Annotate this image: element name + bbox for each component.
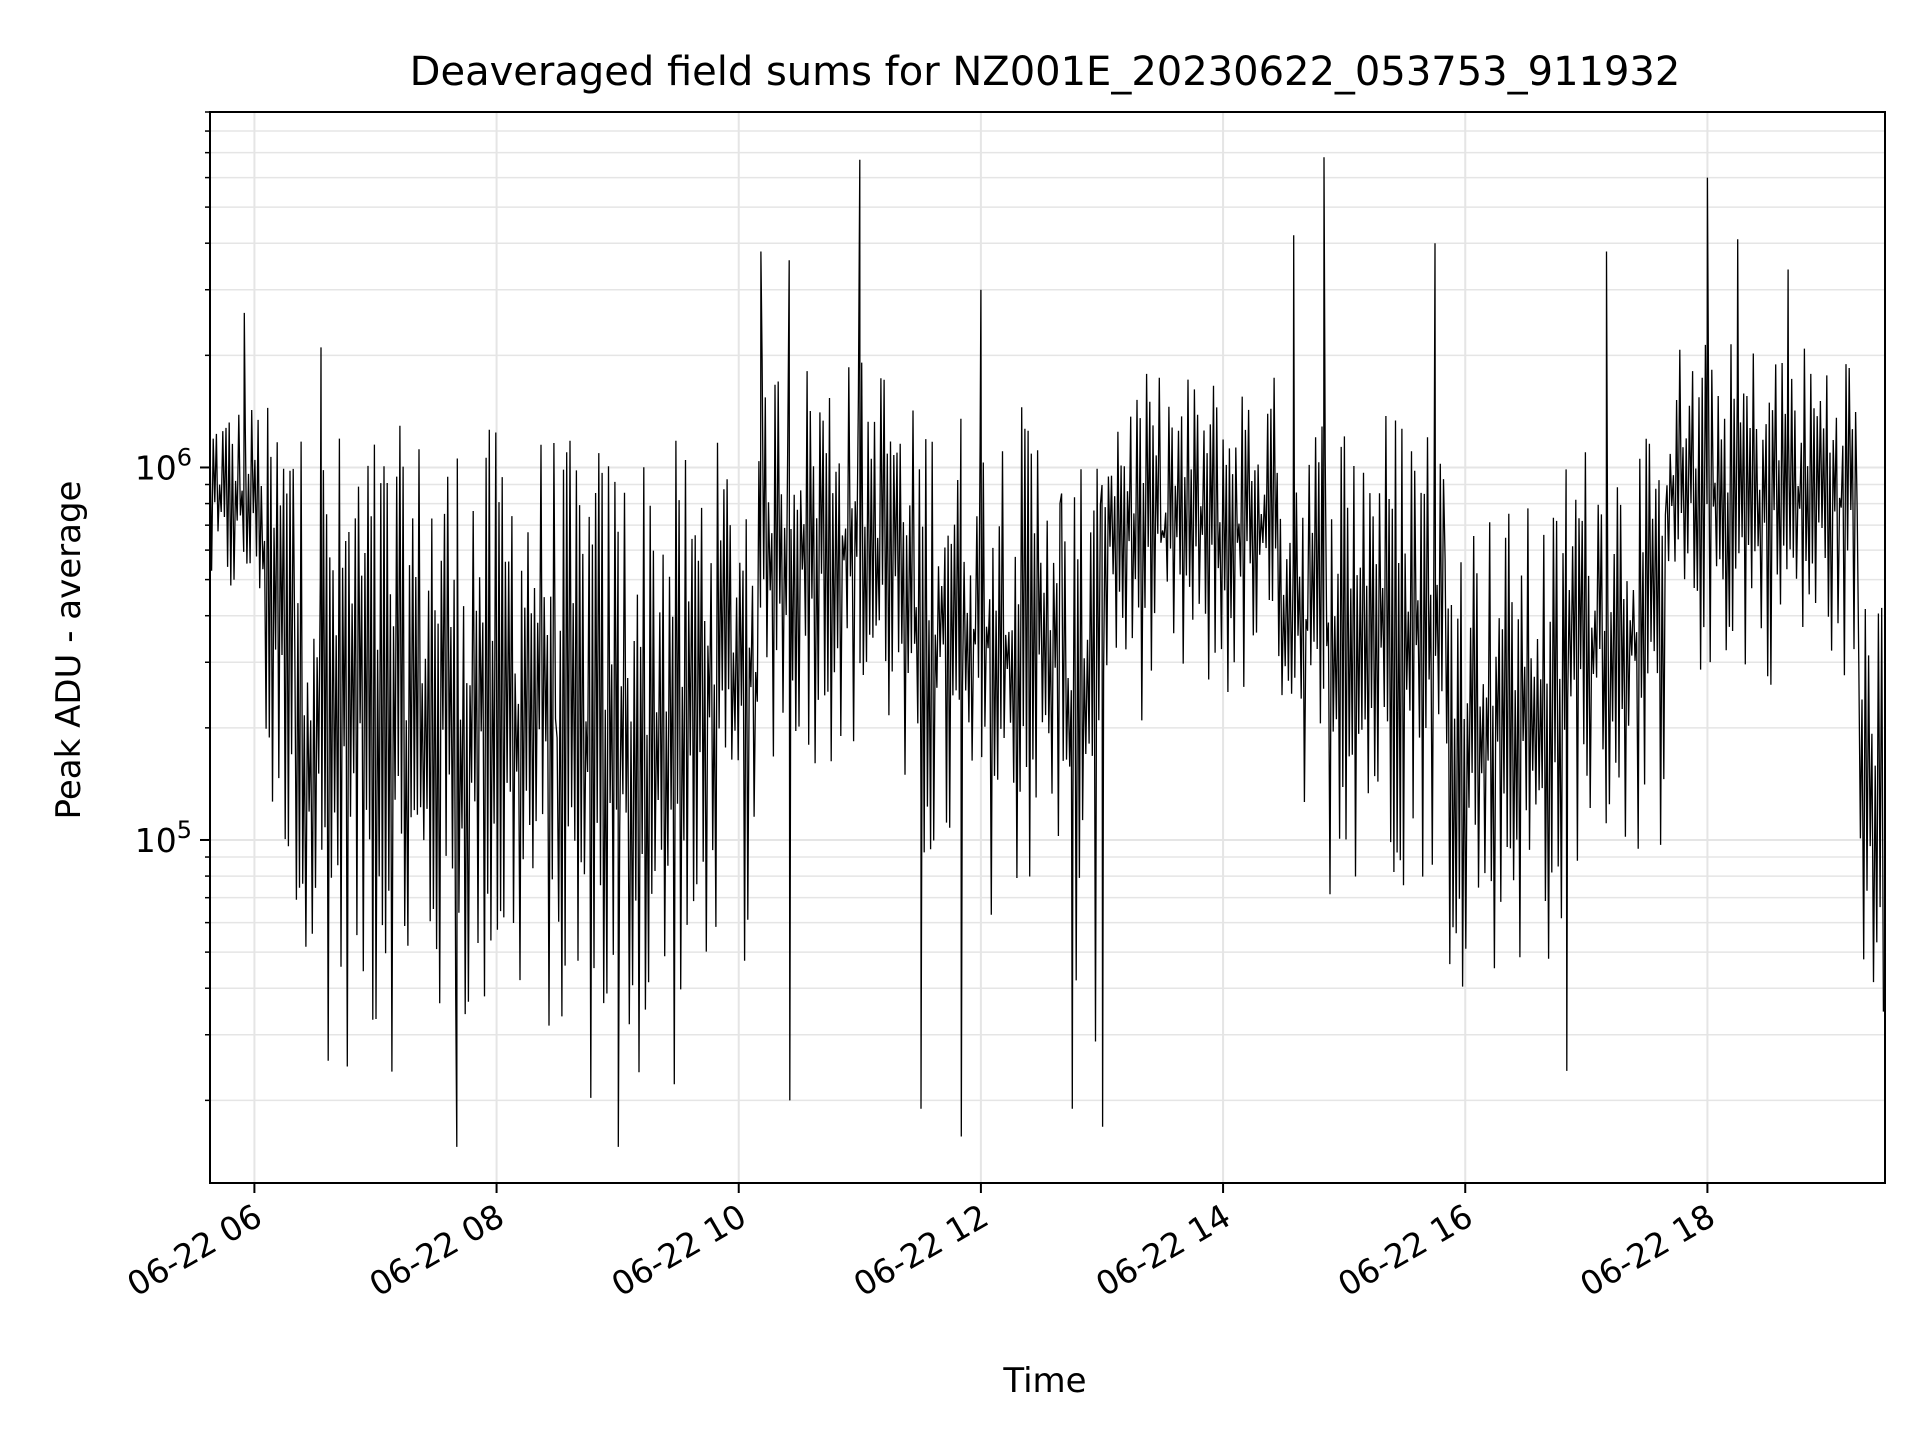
y-tick-label: 105	[135, 816, 192, 860]
x-axis-label: Time	[1002, 1361, 1086, 1401]
plot-frame	[209, 111, 1886, 1184]
y-axis-label: Peak ADU - average	[49, 481, 89, 820]
y-axis: 105 106	[135, 111, 210, 1102]
series-layer	[209, 157, 1885, 1147]
series-line	[209, 157, 1885, 1147]
chart-title: Deaveraged field sums for NZ001E_2023062…	[410, 49, 1681, 95]
y-tick-label: 106	[135, 443, 192, 487]
